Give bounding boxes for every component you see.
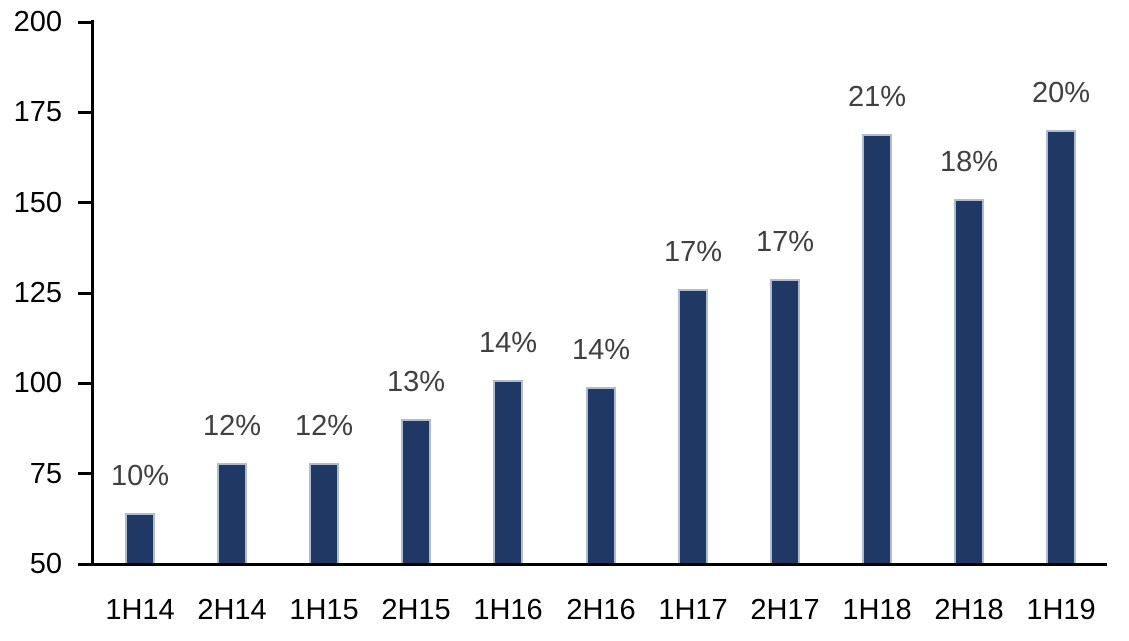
bar [309,463,339,563]
bar-value-label: 17% [663,236,723,268]
bar [493,380,523,563]
bar-value-label: 12% [294,410,354,442]
bar-value-label: 14% [478,327,538,359]
y-tick-label: 150 [13,187,62,219]
x-axis-line [91,563,1107,566]
x-tick-label: 2H14 [197,594,267,626]
bar [217,463,247,563]
x-tick-label: 1H14 [105,594,175,626]
y-tick [78,21,91,24]
bar [862,134,892,563]
bar-value-label: 18% [939,146,999,178]
x-tick-label: 2H15 [381,594,451,626]
y-tick [78,382,91,385]
y-axis-line [91,20,94,566]
y-tick-label: 75 [29,458,62,490]
x-tick-label: 2H16 [566,594,636,626]
y-tick [78,563,91,566]
bar-value-label: 13% [386,366,446,398]
y-tick-label: 175 [13,96,62,128]
x-tick-label: 2H18 [934,594,1004,626]
x-tick-label: 1H17 [658,594,728,626]
x-tick-label: 2H17 [750,594,820,626]
x-tick-label: 1H18 [842,594,912,626]
bar-value-label: 14% [571,334,631,366]
y-tick [78,201,91,204]
bar-value-label: 21% [847,81,907,113]
bar [586,387,616,563]
y-tick-label: 200 [13,6,62,38]
y-tick [78,111,91,114]
bar-value-label: 17% [755,226,815,258]
y-tick [78,292,91,295]
x-tick-label: 1H19 [1026,594,1096,626]
bar [678,289,708,563]
y-tick-label: 125 [13,277,62,309]
y-tick-label: 100 [13,367,62,399]
bar [125,513,155,563]
bar [1046,130,1076,563]
bar-value-label: 12% [202,410,262,442]
y-tick-label: 50 [29,548,62,580]
bar-value-label: 20% [1031,77,1091,109]
bar [954,199,984,563]
bar [770,279,800,563]
x-tick-label: 1H15 [289,594,359,626]
x-tick-label: 1H16 [473,594,543,626]
y-tick [78,472,91,475]
bar-value-label: 10% [110,460,170,492]
bar [401,419,431,563]
